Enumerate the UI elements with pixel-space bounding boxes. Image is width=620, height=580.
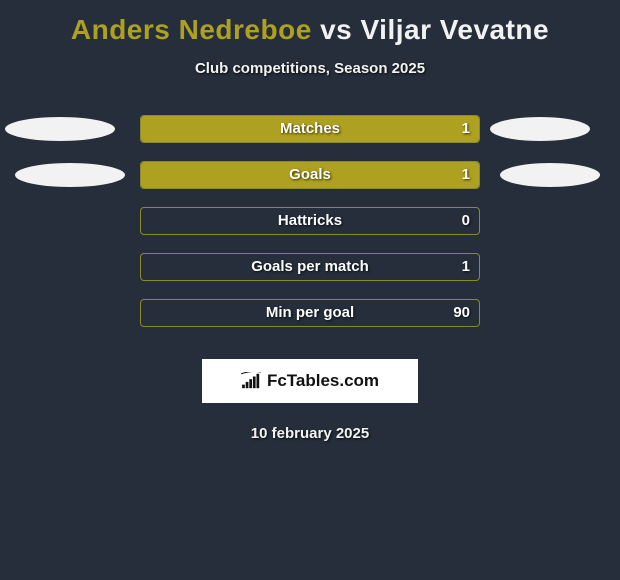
stat-bar bbox=[140, 253, 480, 281]
bar-chart-icon bbox=[241, 372, 263, 390]
stat-bar-fill bbox=[141, 116, 479, 142]
stat-bar bbox=[140, 299, 480, 327]
ellipse-decoration bbox=[490, 117, 590, 141]
page-title: Anders Nedreboe vs Viljar Vevatne bbox=[0, 14, 620, 46]
comparison-infographic: Anders Nedreboe vs Viljar Vevatne Club c… bbox=[0, 0, 620, 442]
stat-bar bbox=[140, 161, 480, 189]
stat-bar-fill bbox=[141, 162, 479, 188]
title-player2: Viljar Vevatne bbox=[361, 14, 550, 45]
ellipse-decoration bbox=[15, 163, 125, 187]
ellipse-decoration bbox=[500, 163, 600, 187]
subtitle: Club competitions, Season 2025 bbox=[0, 60, 620, 77]
stat-row: Matches 1 bbox=[0, 115, 620, 143]
badge-text: FcTables.com bbox=[267, 371, 379, 391]
stat-row: Goals 1 bbox=[0, 161, 620, 189]
stat-row: Min per goal 90 bbox=[0, 299, 620, 327]
title-vs: vs bbox=[320, 14, 352, 45]
source-badge: FcTables.com bbox=[202, 359, 418, 403]
stat-bar bbox=[140, 115, 480, 143]
stat-rows: Matches 1 Goals 1 Hattricks 0 Goals per … bbox=[0, 115, 620, 327]
badge-content: FcTables.com bbox=[241, 371, 379, 391]
date-text: 10 february 2025 bbox=[0, 425, 620, 442]
title-player1: Anders Nedreboe bbox=[71, 14, 312, 45]
stat-row: Hattricks 0 bbox=[0, 207, 620, 235]
stat-bar bbox=[140, 207, 480, 235]
stat-row: Goals per match 1 bbox=[0, 253, 620, 281]
ellipse-decoration bbox=[5, 117, 115, 141]
